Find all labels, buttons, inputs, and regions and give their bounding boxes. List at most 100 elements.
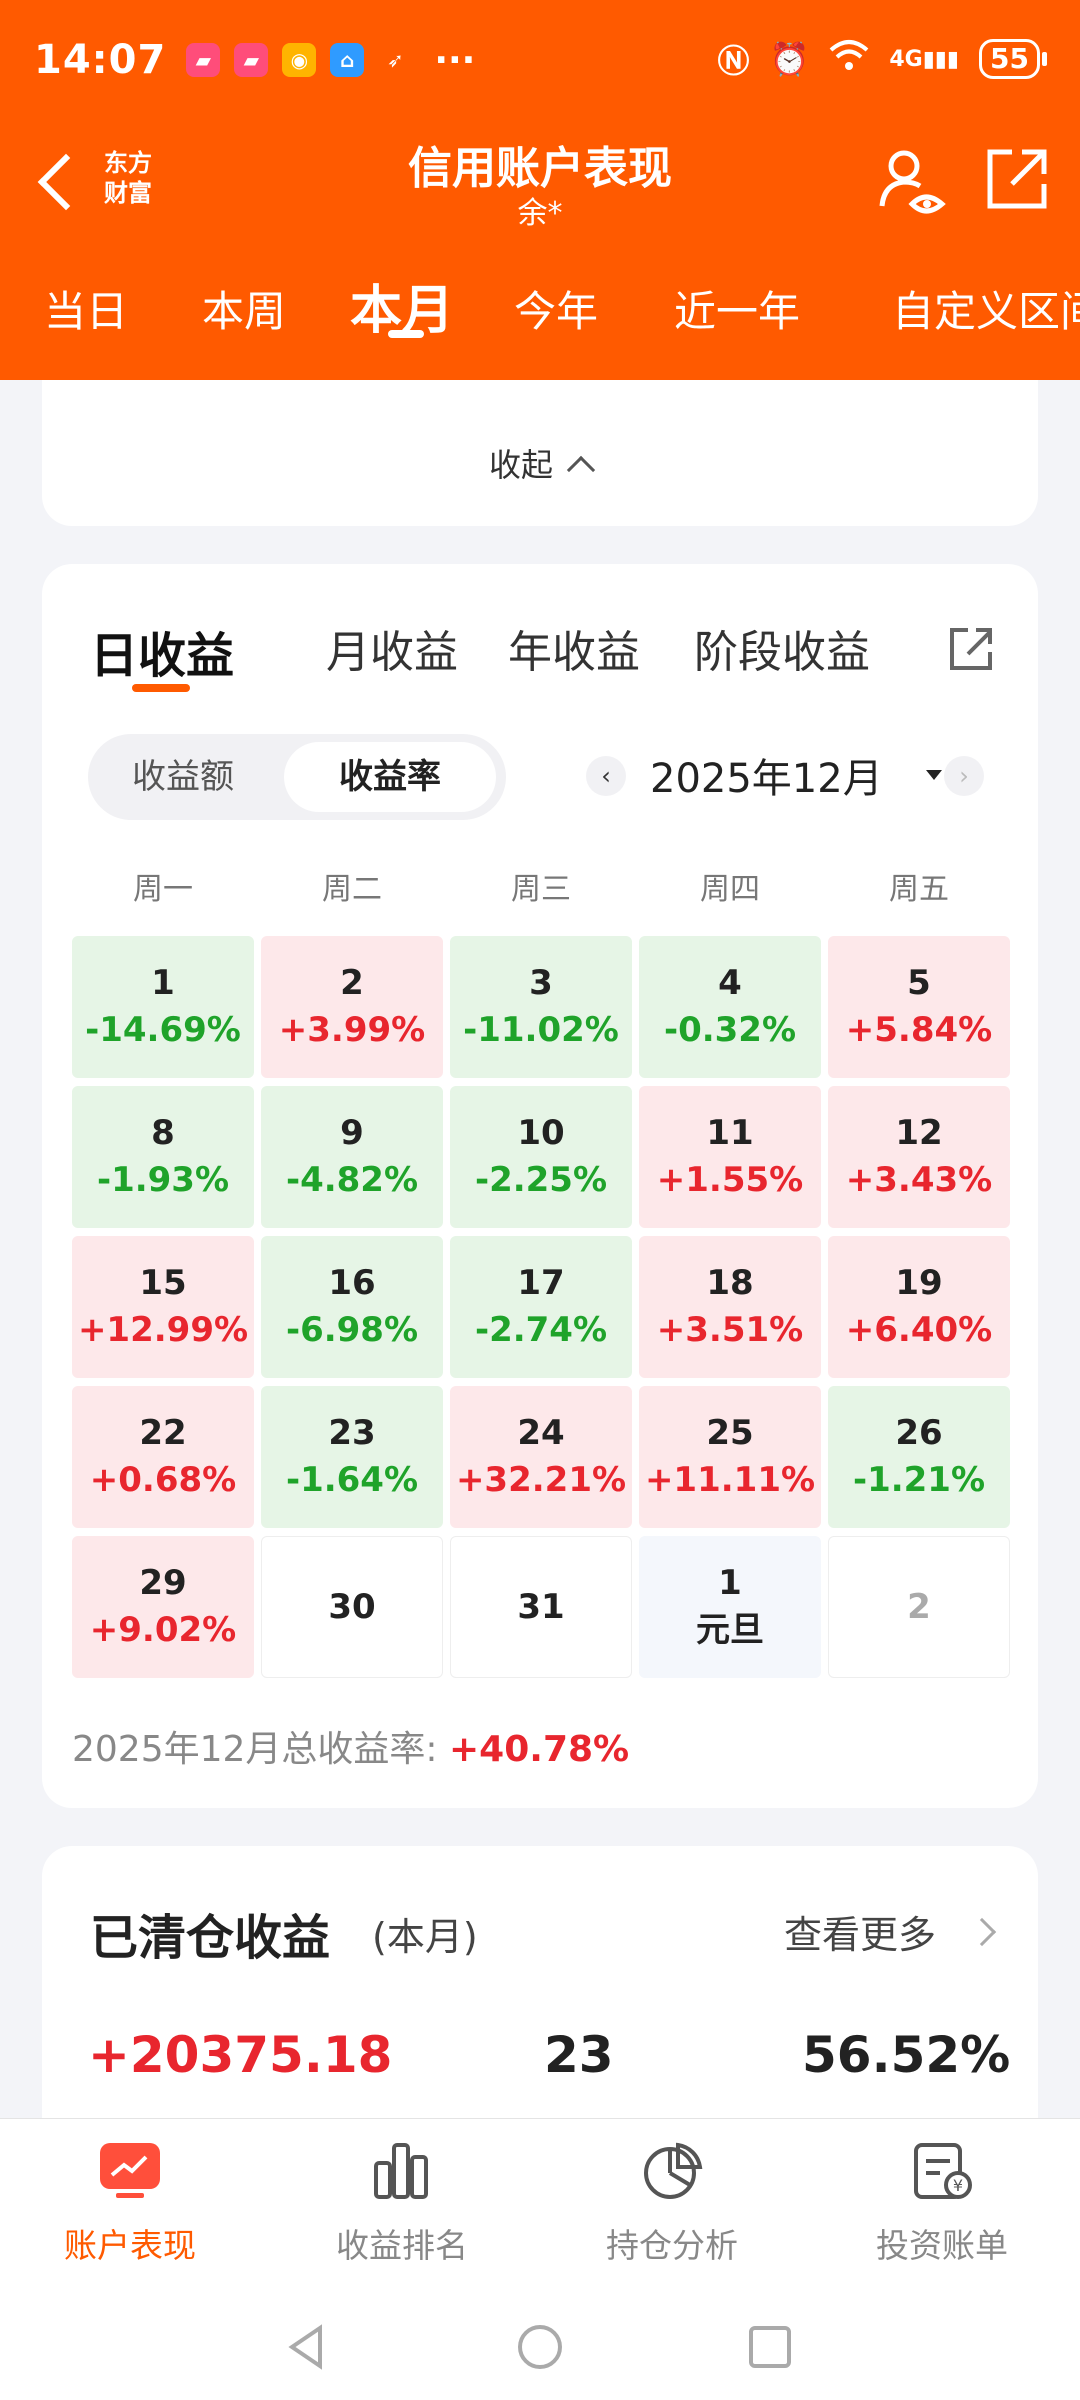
status-icons: Ⓝ ⏰ 4G▮▮▮ 55 <box>717 36 1047 82</box>
day-return-rate: -2.74% <box>474 1310 608 1350</box>
account-name: 余* <box>517 196 563 231</box>
battery-icon: 55 <box>979 39 1047 79</box>
view-more-link[interactable]: 查看更多 <box>784 1913 937 1957</box>
tab-today[interactable]: 当日 <box>44 287 129 336</box>
status-time: 14:07 <box>34 37 167 83</box>
day-number: 5 <box>907 963 931 1003</box>
day-number: 30 <box>328 1587 376 1627</box>
tab-monthly-earnings[interactable]: 月收益 <box>326 627 458 678</box>
calendar-day-cell[interactable]: 29 +9.02% <box>72 1536 254 1678</box>
day-number: 4 <box>718 963 742 1003</box>
caret-down-icon[interactable] <box>926 770 942 780</box>
calendar-day-cell[interactable]: 10 -2.25% <box>450 1086 632 1228</box>
month-total-value: +40.78% <box>449 1729 630 1770</box>
calendar-day-cell[interactable]: 2 <box>828 1536 1010 1678</box>
tab-daily-earnings[interactable]: 日收益 <box>90 628 235 684</box>
calendar-day-cell[interactable]: 19 +6.40% <box>828 1236 1010 1378</box>
calendar-day-cell[interactable]: 18 +3.51% <box>639 1236 821 1378</box>
cleared-win-rate: 56.52% <box>802 2026 1011 2084</box>
day-number: 15 <box>139 1263 187 1303</box>
calendar-day-cell[interactable]: 31 <box>450 1536 632 1678</box>
day-return-rate: -1.64% <box>285 1460 419 1500</box>
month-picker: ‹ 2025年12月 › <box>586 744 1006 814</box>
next-month-button[interactable]: › <box>944 756 984 796</box>
day-number: 2 <box>907 1587 931 1627</box>
day-number: 19 <box>895 1263 943 1303</box>
bill-icon: ¥ <box>910 2141 974 2201</box>
earnings-tab-indicator <box>132 684 190 692</box>
nav-holdings-analysis[interactable]: 持仓分析 <box>572 2141 772 2267</box>
day-number: 18 <box>706 1263 754 1303</box>
calendar-day-cell[interactable]: 16 -6.98% <box>261 1236 443 1378</box>
collapse-button[interactable]: 收起 <box>42 440 1038 486</box>
system-back-button[interactable] <box>282 2322 332 2372</box>
tab-period-earnings[interactable]: 阶段收益 <box>694 627 870 678</box>
chevron-up-icon <box>566 455 596 485</box>
share-icon <box>987 149 1047 209</box>
calendar-day-cell[interactable]: 1 -14.69% <box>72 936 254 1078</box>
tab-yearly-earnings[interactable]: 年收益 <box>508 627 640 678</box>
bar-chart-icon <box>370 2141 434 2201</box>
calendar-day-cell[interactable]: 12 +3.43% <box>828 1086 1010 1228</box>
calendar-day-cell[interactable]: 9 -4.82% <box>261 1086 443 1228</box>
calendar-day-cell[interactable]: 3 -11.02% <box>450 936 632 1078</box>
nfc-icon: Ⓝ <box>717 42 750 80</box>
nav-investment-bill[interactable]: ¥ 投资账单 <box>842 2141 1042 2267</box>
day-return-rate: +3.99% <box>278 1010 426 1050</box>
calendar-day-cell[interactable]: 5 +5.84% <box>828 936 1010 1078</box>
card-share-button[interactable] <box>946 624 996 674</box>
title-row: 东方 财富 信用账户表现 余* <box>0 120 1080 250</box>
calendar-day-cell[interactable]: 17 -2.74% <box>450 1236 632 1378</box>
tab-custom-range[interactable]: 自定义区间 <box>892 287 1080 336</box>
chevron-right-icon[interactable] <box>967 1917 997 1947</box>
triangle-back-icon <box>288 2324 322 2370</box>
calendar-day-cell[interactable]: 8 -1.93% <box>72 1086 254 1228</box>
earnings-tabs: 日收益 月收益 年收益 阶段收益 <box>90 616 990 696</box>
day-return-rate: +0.68% <box>89 1460 237 1500</box>
segment-rate[interactable]: 收益率 <box>284 742 496 812</box>
cleared-period: (本月) <box>372 1915 478 1959</box>
calendar-day-cell[interactable]: 11 +1.55% <box>639 1086 821 1228</box>
day-return-rate: +9.02% <box>89 1610 237 1650</box>
month-total: 2025年12月总收益率: +40.78% <box>72 1720 629 1772</box>
calendar-day-cell[interactable]: 15 +12.99% <box>72 1236 254 1378</box>
segment-amount[interactable]: 收益额 <box>132 757 234 797</box>
weekday-label: 周三 <box>511 872 571 907</box>
day-return-rate: +3.51% <box>656 1310 804 1350</box>
share-button[interactable] <box>982 144 1052 214</box>
cleared-count: 23 <box>544 2026 614 2084</box>
weibo-notification-icon: ◉ <box>282 43 317 77</box>
wifi-icon <box>829 38 869 80</box>
svg-text:¥: ¥ <box>953 2176 963 2195</box>
system-recents-button[interactable] <box>745 2322 795 2372</box>
system-home-button[interactable] <box>515 2322 565 2372</box>
calendar-day-cell[interactable]: 2 +3.99% <box>261 936 443 1078</box>
calendar-day-cell[interactable]: 23 -1.64% <box>261 1386 443 1528</box>
tab-this-year[interactable]: 今年 <box>514 287 599 336</box>
calendar-day-cell[interactable]: 25 +11.11% <box>639 1386 821 1528</box>
share-icon <box>950 628 992 670</box>
calendar-day-cell[interactable]: 26 -1.21% <box>828 1386 1010 1528</box>
metric-toggle: 收益额 收益率 <box>88 734 506 820</box>
day-return-rate: +12.99% <box>77 1310 249 1350</box>
day-return-rate: +5.84% <box>845 1010 993 1050</box>
nav-account-performance[interactable]: 账户表现 <box>30 2141 230 2267</box>
calendar-day-cell[interactable]: 24 +32.21% <box>450 1386 632 1528</box>
calendar-day-cell[interactable]: 30 <box>261 1536 443 1678</box>
day-return-rate: -11.02% <box>463 1010 619 1050</box>
day-number: 24 <box>517 1413 565 1453</box>
calendar-day-cell[interactable]: 1 元旦 <box>639 1536 821 1678</box>
nav-earnings-ranking[interactable]: 收益排名 <box>302 2141 502 2267</box>
day-return-rate: -2.25% <box>474 1160 608 1200</box>
calendar-day-cell[interactable]: 4 -0.32% <box>639 936 821 1078</box>
month-selector[interactable]: 2025年12月 <box>650 756 883 802</box>
tab-this-week[interactable]: 本周 <box>202 287 287 336</box>
weekday-label: 周五 <box>889 872 949 907</box>
tab-last-year[interactable]: 近一年 <box>674 287 801 336</box>
day-number: 16 <box>328 1263 376 1303</box>
chart-trend-icon <box>98 2141 162 2201</box>
calendar-day-cell[interactable]: 22 +0.68% <box>72 1386 254 1528</box>
prev-month-button[interactable]: ‹ <box>586 756 626 796</box>
day-return-rate: -6.98% <box>285 1310 419 1350</box>
profile-view-button[interactable] <box>876 144 948 224</box>
